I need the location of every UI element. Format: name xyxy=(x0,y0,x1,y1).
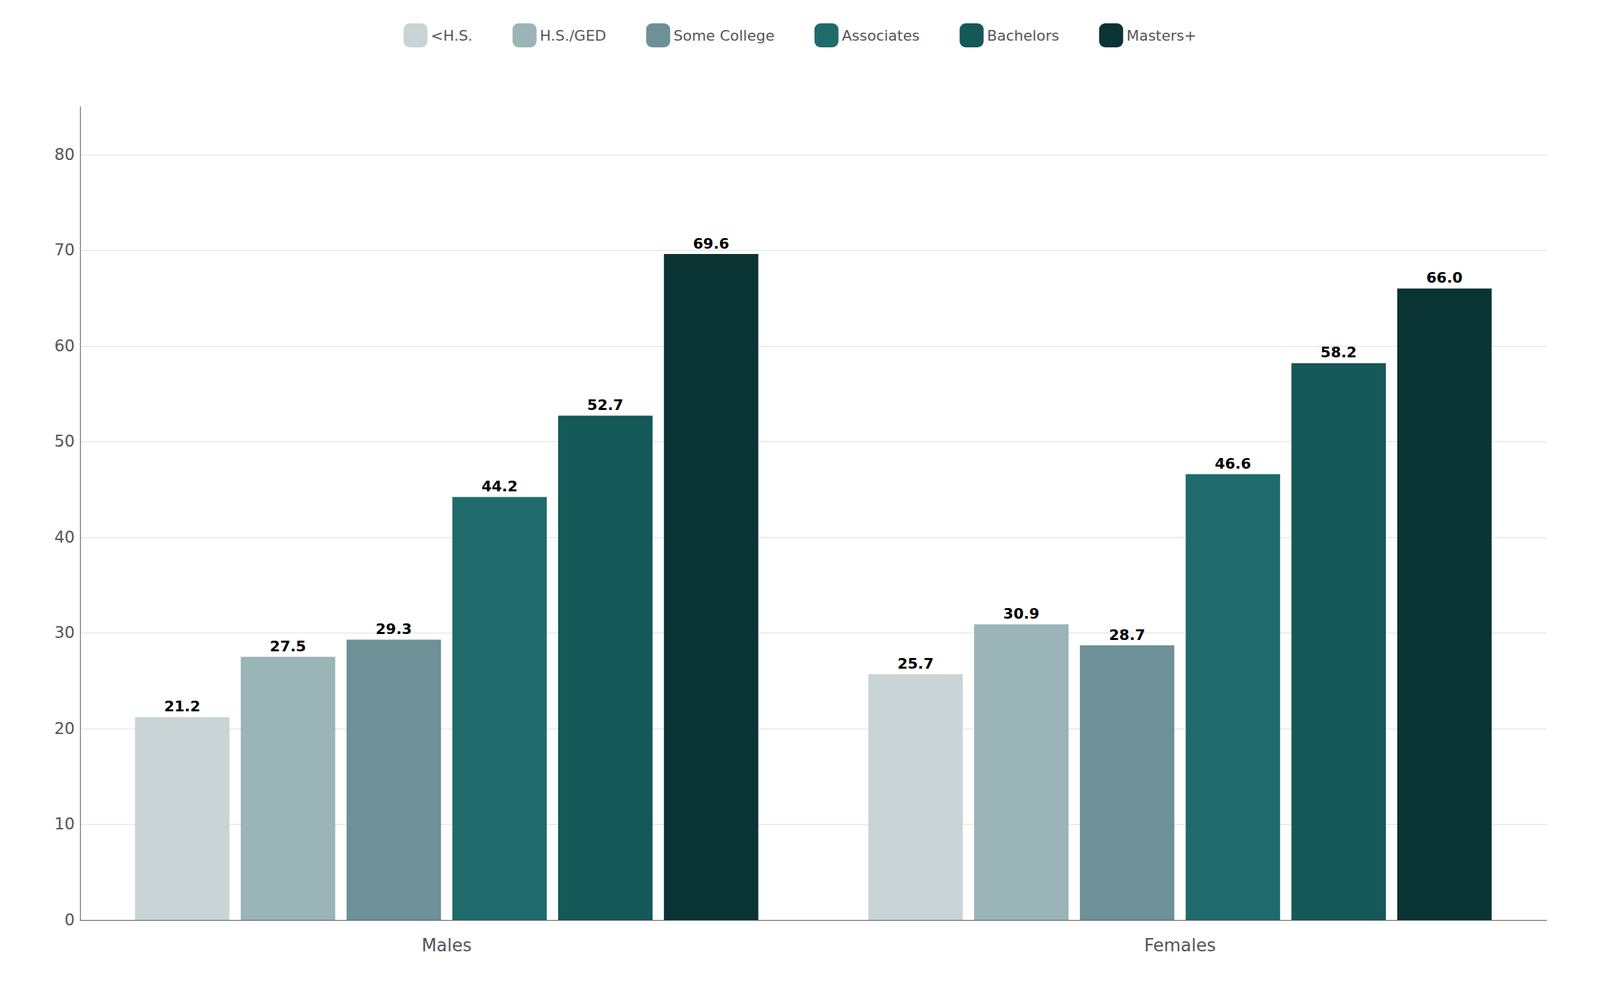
svg-text:66.0: 66.0 xyxy=(1426,269,1463,286)
svg-text:69.6: 69.6 xyxy=(693,235,730,252)
svg-text:Associates: Associates xyxy=(842,27,920,44)
svg-text:H.S./GED: H.S./GED xyxy=(540,27,606,44)
svg-text:Females: Females xyxy=(1144,935,1216,956)
svg-text:80: 80 xyxy=(54,145,75,164)
svg-text:Bachelors: Bachelors xyxy=(986,27,1059,44)
svg-text:30: 30 xyxy=(54,623,75,642)
svg-text:30.9: 30.9 xyxy=(1003,605,1040,622)
svg-text:46.6: 46.6 xyxy=(1214,455,1251,472)
svg-text:27.5: 27.5 xyxy=(270,638,306,655)
svg-text:44.2: 44.2 xyxy=(481,478,518,495)
svg-text:28.7: 28.7 xyxy=(1109,626,1146,644)
svg-text:21.2: 21.2 xyxy=(164,698,200,715)
svg-text:<H.S.: <H.S. xyxy=(430,27,473,44)
svg-text:40: 40 xyxy=(54,528,75,547)
svg-text:Males: Males xyxy=(421,935,472,956)
svg-text:50: 50 xyxy=(54,432,75,451)
svg-text:58.2: 58.2 xyxy=(1320,344,1357,361)
svg-text:60: 60 xyxy=(54,336,75,356)
svg-text:10: 10 xyxy=(54,814,75,834)
svg-text:70: 70 xyxy=(54,240,75,260)
svg-text:29.3: 29.3 xyxy=(376,620,412,638)
svg-text:20: 20 xyxy=(54,719,75,738)
svg-text:Masters+: Masters+ xyxy=(1126,27,1197,44)
svg-text:52.7: 52.7 xyxy=(587,396,624,414)
svg-text:0: 0 xyxy=(64,910,75,930)
svg-text:Some College: Some College xyxy=(673,27,774,44)
svg-text:25.7: 25.7 xyxy=(897,655,934,672)
